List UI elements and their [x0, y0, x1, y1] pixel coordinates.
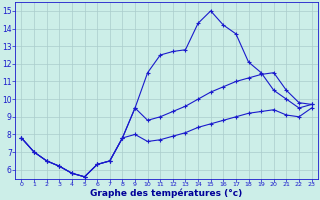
X-axis label: Graphe des températures (°c): Graphe des températures (°c) [91, 188, 243, 198]
